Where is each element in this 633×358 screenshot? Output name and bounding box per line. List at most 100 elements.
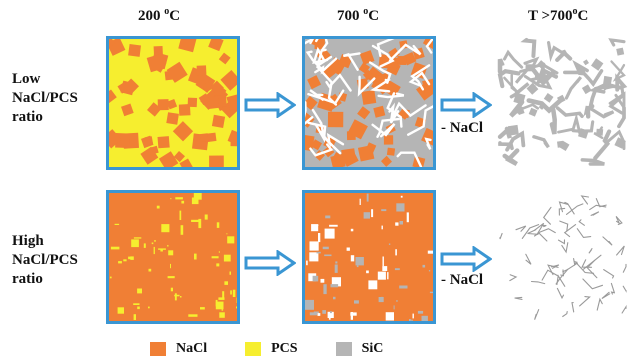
pcs-fragment — [148, 268, 152, 272]
nacl-crystal — [209, 80, 224, 95]
nacl-crystal — [596, 128, 604, 136]
pcs-fragment — [131, 239, 139, 248]
sic-fragment — [385, 312, 394, 321]
nacl-crystal — [166, 61, 188, 83]
sic-fibre — [588, 248, 593, 254]
nacl-crystal — [199, 133, 209, 142]
legend-item-pcs: PCS — [245, 341, 298, 357]
sic-fragment — [350, 228, 354, 232]
pcs-fragment — [158, 248, 166, 250]
pcs-fragment — [191, 197, 199, 205]
nacl-crystal — [422, 78, 433, 94]
pcs-fragment — [128, 256, 131, 260]
pcs-fragment — [216, 222, 220, 228]
sic-strand — [497, 58, 505, 74]
sic-fibre — [562, 311, 568, 318]
sic-strand — [520, 38, 537, 58]
sic-fibre — [541, 224, 547, 228]
sic-fragment — [329, 224, 338, 227]
nacl-crystal — [537, 60, 546, 69]
degree-symbol: o — [164, 6, 170, 17]
nacl-crystal — [534, 73, 541, 79]
column-header-700c-temp: 700 — [337, 8, 364, 24]
pcs-fragment — [154, 240, 156, 242]
sic-fragment — [350, 255, 355, 262]
nacl-crystal — [157, 136, 170, 149]
sic-fragment — [366, 270, 369, 274]
pcs-fragment — [109, 276, 112, 279]
sic-fragment — [395, 222, 399, 226]
sic-fragment — [429, 291, 433, 294]
legend-label-sic: SiC — [361, 341, 384, 356]
crack-line — [386, 92, 403, 128]
degree-symbol: o — [363, 6, 369, 17]
sic-fragment — [330, 284, 339, 288]
pcs-fragment — [215, 301, 224, 310]
sic-fragment — [309, 241, 319, 251]
sic-fragment — [309, 312, 318, 316]
nacl-crystal — [357, 145, 375, 162]
nacl-crystal — [314, 150, 325, 161]
pcs-fragment — [174, 293, 177, 301]
panel-low-ratio-200c — [106, 36, 240, 170]
nacl-crystal — [209, 155, 224, 167]
pcs-fragment — [181, 200, 185, 204]
sic-fragment — [406, 212, 409, 223]
pcs-fragment — [133, 314, 136, 320]
sic-fibre — [595, 198, 607, 208]
sic-fragment — [316, 251, 321, 254]
nacl-crystal — [513, 92, 526, 105]
sic-fibre — [622, 285, 627, 293]
nacl-crystal — [310, 139, 322, 151]
row-label-line: Low — [12, 71, 41, 87]
nacl-crystal — [583, 59, 589, 66]
nacl-crystal — [361, 90, 377, 105]
crack-line — [408, 71, 431, 87]
nacl-crystal — [166, 112, 179, 125]
sic-fragment — [313, 311, 319, 314]
panel-frame — [106, 36, 240, 170]
sic-fragment — [322, 246, 329, 250]
sic-strand — [497, 125, 512, 139]
pcs-fragment — [143, 243, 146, 248]
nacl-crystal — [179, 158, 193, 167]
crack-line — [390, 101, 427, 121]
crack-line — [325, 73, 352, 92]
sic-fibre — [616, 245, 625, 256]
legend-item-nacl: NaCl — [150, 341, 207, 357]
sic-fibre — [582, 254, 602, 270]
pcs-fragment — [216, 263, 220, 267]
pcs-fragment — [117, 307, 124, 314]
sic-fragment — [428, 270, 431, 272]
sic-fragment — [325, 215, 331, 219]
pcs-fragment — [174, 294, 180, 297]
legend-swatch-pcs — [245, 342, 262, 356]
sic-fibre — [603, 269, 615, 279]
nacl-crystal — [581, 84, 592, 95]
sic-fibre — [561, 242, 569, 254]
sic-strand — [557, 112, 582, 135]
nacl-crystal — [211, 114, 226, 128]
crack-line — [424, 137, 432, 150]
sic-fibre — [615, 216, 621, 225]
panel-low-ratio-above-700c — [497, 38, 628, 166]
nacl-crystal — [347, 119, 368, 140]
nacl-crystal — [525, 64, 533, 72]
legend-item-sic: SiC — [335, 341, 384, 357]
sic-fragment — [400, 195, 403, 198]
panel-frame — [106, 190, 240, 324]
sic-fragment — [354, 300, 359, 304]
column-header-200c-temp: 200 — [138, 8, 165, 24]
nacl-crystal — [178, 104, 191, 116]
nacl-crystal — [109, 39, 116, 48]
sic-fragment — [412, 313, 414, 319]
row-label-line: NaCl/PCS — [12, 252, 78, 268]
pcs-fragment — [227, 236, 235, 244]
sic-fragment — [335, 261, 338, 264]
arrow-right-icon — [440, 92, 492, 118]
nacl-crystal — [226, 94, 237, 111]
sic-strand — [502, 49, 524, 69]
pcs-fragment — [179, 210, 182, 220]
sic-fibre — [541, 269, 559, 281]
nacl-crystal — [172, 121, 194, 142]
